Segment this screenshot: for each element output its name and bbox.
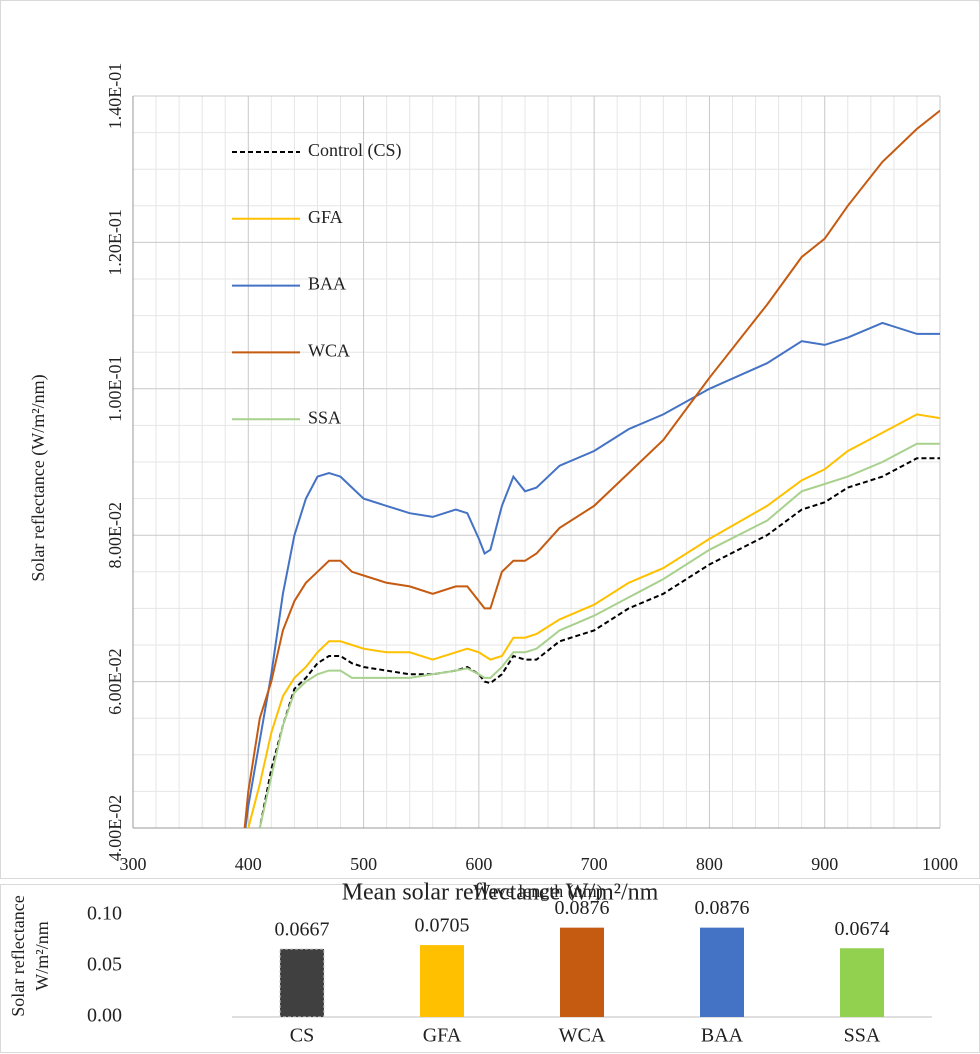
y-tick-label: 1.20E-01 [105, 209, 125, 276]
data-label: 0.0876 [555, 897, 610, 919]
y-tick-label: 6.00E-02 [105, 648, 125, 715]
y-axis-label: Solar reflectance (W/m²/nm) [28, 374, 49, 581]
bar [420, 945, 464, 1017]
data-label: 0.0667 [275, 919, 330, 941]
data-label: 0.0674 [835, 918, 890, 940]
legend-label: WCA [308, 341, 350, 361]
y-axis-label: W/m²/nm [32, 921, 52, 990]
x-tick-label: 500 [350, 854, 377, 874]
x-tick-label: GFA [423, 1025, 462, 1047]
bar [840, 948, 884, 1017]
legend-label: SSA [308, 407, 341, 427]
y-tick-label: 8.00E-02 [105, 502, 125, 569]
chart-title: Mean solar reflectance W/m²/nm [342, 880, 659, 906]
plot-lines [243, 109, 940, 828]
x-tick-label: 600 [465, 854, 492, 874]
x-tick-label: 900 [811, 854, 838, 874]
y-tick-label: 0.00 [87, 1005, 122, 1027]
x-tick-label: 300 [120, 854, 147, 874]
series-line [244, 321, 940, 828]
x-axis-label: Wave length (nm) [473, 881, 603, 902]
series-line [258, 442, 940, 828]
series-line [243, 109, 940, 828]
x-tick-label: CS [290, 1025, 314, 1047]
legend-label: BAA [308, 274, 346, 294]
x-tick-label: SSA [844, 1025, 881, 1047]
chart-frame [0, 884, 980, 1053]
data-label: 0.0705 [415, 915, 470, 937]
x-tick-label: 800 [696, 854, 723, 874]
legend-label: Control (CS) [308, 140, 402, 161]
x-tick-label: 700 [581, 854, 608, 874]
series-line [258, 457, 940, 828]
x-tick-label: WCA [559, 1025, 606, 1047]
y-tick-label: 1.40E-01 [105, 63, 125, 130]
bar [560, 927, 604, 1017]
bar [700, 927, 744, 1017]
y-tick-label: 0.10 [87, 903, 122, 925]
y-tick-label: 1.00E-01 [105, 356, 125, 423]
data-label: 0.0876 [695, 897, 750, 919]
y-tick-label: 4.00E-02 [105, 795, 125, 862]
x-tick-label: 1000 [922, 854, 958, 874]
chart-frame [0, 0, 980, 879]
x-tick-label: 400 [235, 854, 262, 874]
series-line [247, 413, 940, 828]
legend-label: GFA [308, 207, 343, 227]
x-tick-label: BAA [701, 1025, 744, 1047]
y-tick-label: 0.05 [87, 954, 122, 976]
y-axis-label: Solar reflectance [8, 895, 28, 1016]
bar [279, 948, 325, 1018]
